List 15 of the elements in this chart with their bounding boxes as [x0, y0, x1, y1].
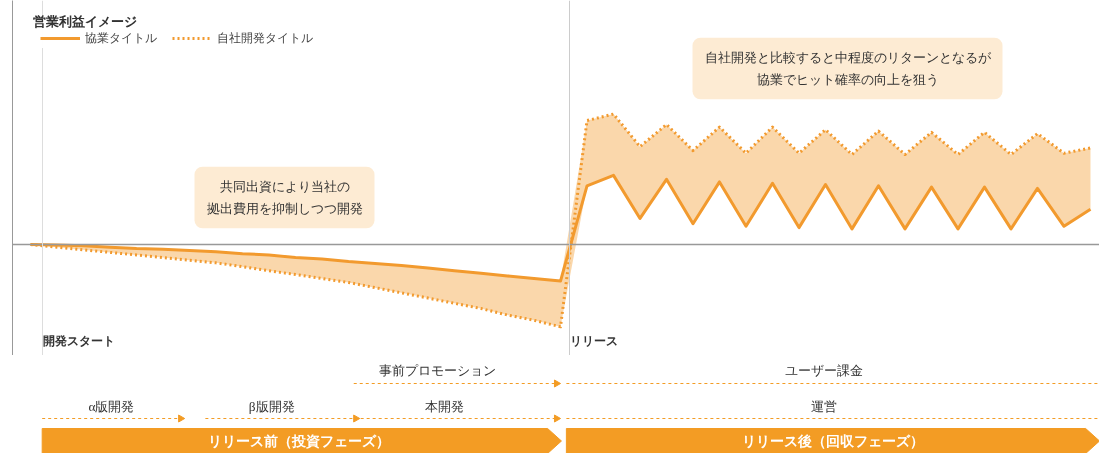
text: 営業利益イメージ	[32, 13, 137, 29]
text: β版開発	[248, 399, 295, 414]
text: リリース	[569, 333, 618, 348]
legend-label: 協業タイトル	[85, 29, 157, 47]
text: 開発スタート	[42, 333, 115, 348]
text: リリース前（投資フェーズ）	[208, 434, 391, 449]
text: α版開発	[88, 399, 135, 414]
text: ユーザー課金	[784, 363, 863, 378]
annotation: 共同出資により当社の拠出費用を抑制しつつ開発	[206, 178, 363, 217]
text: 事前プロモーション	[379, 363, 497, 378]
text: 本開発	[425, 399, 465, 414]
text: 運営	[810, 399, 837, 414]
text: 自社開発と比較すると中程度のリターンとなるが協業でヒット確率の向上を狙う	[704, 49, 992, 88]
legend-label: 自社開発タイトル	[217, 29, 313, 47]
text: リリース後（回収フェーズ）	[742, 434, 925, 449]
